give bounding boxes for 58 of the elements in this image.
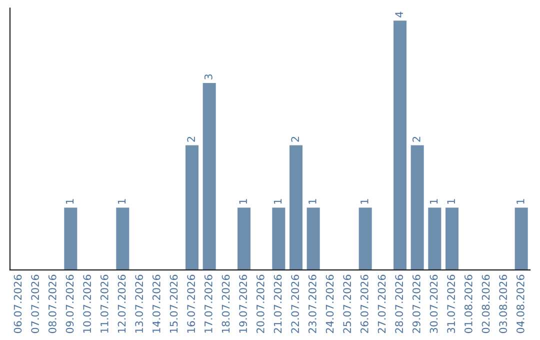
x-tick-label: 22.07.2026 xyxy=(291,274,300,334)
data-label: 1 xyxy=(430,199,438,204)
x-tick-label: 24.07.2026 xyxy=(326,274,334,334)
data-label: 1 xyxy=(239,199,247,204)
x-tick-label: 13.07.2026 xyxy=(135,274,144,333)
x-tick-label: 06.07.2026 xyxy=(14,274,22,334)
x-tick-label: 01.08.2026 xyxy=(464,274,472,334)
x-tick-label: 20.07.2026 xyxy=(256,274,264,334)
bar xyxy=(306,208,320,270)
data-label: 1 xyxy=(118,199,126,204)
x-tick-label: 30.07.2026 xyxy=(430,274,438,333)
bar xyxy=(202,82,216,270)
bar xyxy=(514,208,528,270)
x-tick-label: 17.07.2026 xyxy=(204,274,212,333)
bar xyxy=(446,208,459,270)
x-tick-label: 10.07.2026 xyxy=(83,274,92,333)
x-tick-label: 09.07.2026 xyxy=(66,274,74,334)
x-tick-label: 27.07.2026 xyxy=(378,274,386,334)
data-label: 2 xyxy=(291,136,299,142)
bar xyxy=(116,208,130,270)
x-tick-label: 25.07.2026 xyxy=(343,274,352,334)
x-tick-label: 18.07.2026 xyxy=(222,274,230,333)
data-label: 1 xyxy=(447,199,455,204)
bar xyxy=(394,20,407,270)
data-label: 1 xyxy=(274,199,282,204)
data-label: 4 xyxy=(395,12,403,18)
data-label: 1 xyxy=(516,199,524,204)
x-tick-label: 14.07.2026 xyxy=(152,274,160,333)
bar xyxy=(238,208,250,270)
data-label: 1 xyxy=(308,199,316,204)
data-label: 1 xyxy=(360,199,368,204)
x-tick-label: 28.07.2026 xyxy=(395,274,404,334)
x-tick-label: 26.07.2026 xyxy=(360,274,368,334)
x-tick-label: 23.07.2026 xyxy=(308,274,316,334)
data-label: 2 xyxy=(412,136,420,142)
x-tick-label: 21.07.2026 xyxy=(274,274,282,334)
bar xyxy=(358,208,372,270)
bar xyxy=(410,145,424,270)
x-tick-label: 07.07.2026 xyxy=(31,274,40,334)
bar xyxy=(428,208,442,270)
x-tick-label: 11.07.2026 xyxy=(100,274,108,333)
x-tick-label: 16.07.2026 xyxy=(187,274,196,333)
x-tick-label: 08.07.2026 xyxy=(48,274,56,334)
x-tick-label: 12.07.2026 xyxy=(118,274,126,333)
x-tick-label: 15.07.2026 xyxy=(170,274,178,333)
x-tick-label: 19.07.2026 xyxy=(239,274,248,333)
bar xyxy=(64,208,78,270)
bar xyxy=(185,145,198,270)
data-label: 3 xyxy=(204,74,212,80)
data-label: 1 xyxy=(66,199,74,204)
bar xyxy=(290,145,302,270)
data-label: 2 xyxy=(187,136,195,142)
x-tick-label: 29.07.2026 xyxy=(412,274,420,334)
x-tick-label: 04.08.2026 xyxy=(516,274,524,334)
x-tick-label: 31.07.2026 xyxy=(447,274,456,333)
x-tick-label: 02.08.2026 xyxy=(482,274,490,334)
bar xyxy=(272,208,286,270)
x-tick-label: 03.08.2026 xyxy=(499,274,508,334)
